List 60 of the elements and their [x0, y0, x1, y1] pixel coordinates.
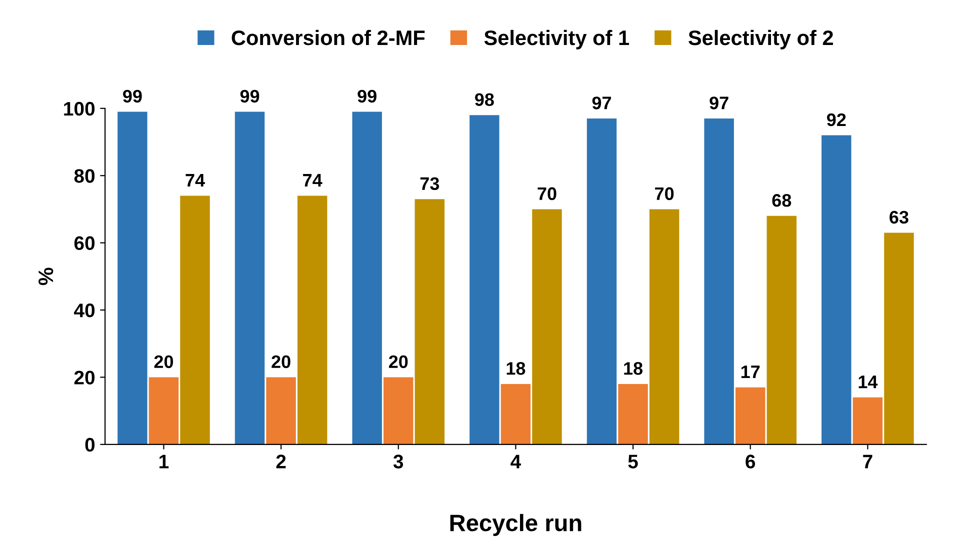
data-label: 74 [303, 174, 322, 186]
bar [352, 112, 382, 444]
bar [234, 112, 265, 444]
data-label: 20 [154, 355, 174, 368]
bar [180, 196, 210, 444]
bar [470, 115, 500, 444]
y-tick-label: 0 [85, 438, 95, 452]
x-tick-label: 6 [746, 454, 756, 468]
bar [649, 209, 680, 444]
data-label: 97 [710, 96, 728, 110]
data-label: 14 [858, 376, 878, 388]
y-tick-label: 60 [74, 236, 95, 250]
data-label: 99 [123, 90, 142, 103]
y-axis-title: % [38, 268, 54, 286]
bar [500, 384, 531, 444]
bar [766, 216, 797, 444]
legend-label: Conversion of 2-MF [232, 30, 425, 46]
data-label: 99 [358, 90, 376, 103]
data-label: 70 [538, 187, 556, 200]
bar [297, 196, 328, 444]
data-label: 97 [592, 96, 611, 110]
y-tick-label: 80 [74, 169, 95, 183]
legend-label: Selectivity of 1 [484, 30, 630, 50]
x-tick-label: 7 [863, 454, 872, 468]
data-label: 74 [186, 174, 205, 186]
data-label: 20 [272, 355, 290, 368]
bar [704, 118, 734, 444]
bar [532, 209, 562, 444]
bar [822, 135, 852, 444]
y-tick-label: 100 [64, 102, 95, 116]
bar [414, 199, 445, 444]
data-label: 18 [624, 362, 643, 375]
data-label: 68 [772, 194, 792, 207]
data-label: 18 [506, 362, 526, 375]
x-tick-label: 5 [628, 454, 638, 468]
x-axis-title: Recycle run [450, 514, 582, 536]
x-tick-label: 4 [510, 454, 522, 468]
bar [118, 112, 148, 444]
data-label: 17 [741, 366, 760, 378]
bar [618, 384, 648, 444]
y-tick-label: 40 [74, 303, 95, 318]
data-label: 63 [890, 210, 908, 224]
data-label: 70 [655, 187, 674, 200]
bar [735, 387, 766, 444]
bar [852, 397, 883, 444]
data-label: 98 [475, 93, 494, 106]
x-tick-label: 2 [276, 454, 286, 468]
bar [384, 377, 414, 444]
y-tick-label: 20 [74, 370, 95, 384]
bar [586, 118, 617, 444]
data-label: 73 [420, 177, 440, 190]
bar [266, 377, 296, 444]
x-tick-label: 1 [160, 454, 169, 468]
data-label: 20 [388, 355, 408, 368]
bar [148, 377, 179, 444]
legend-label: Selectivity of 2 [688, 30, 833, 50]
data-label: 99 [240, 90, 260, 103]
x-tick-label: 3 [393, 454, 404, 468]
data-label: 92 [826, 113, 846, 126]
bar [884, 232, 914, 444]
